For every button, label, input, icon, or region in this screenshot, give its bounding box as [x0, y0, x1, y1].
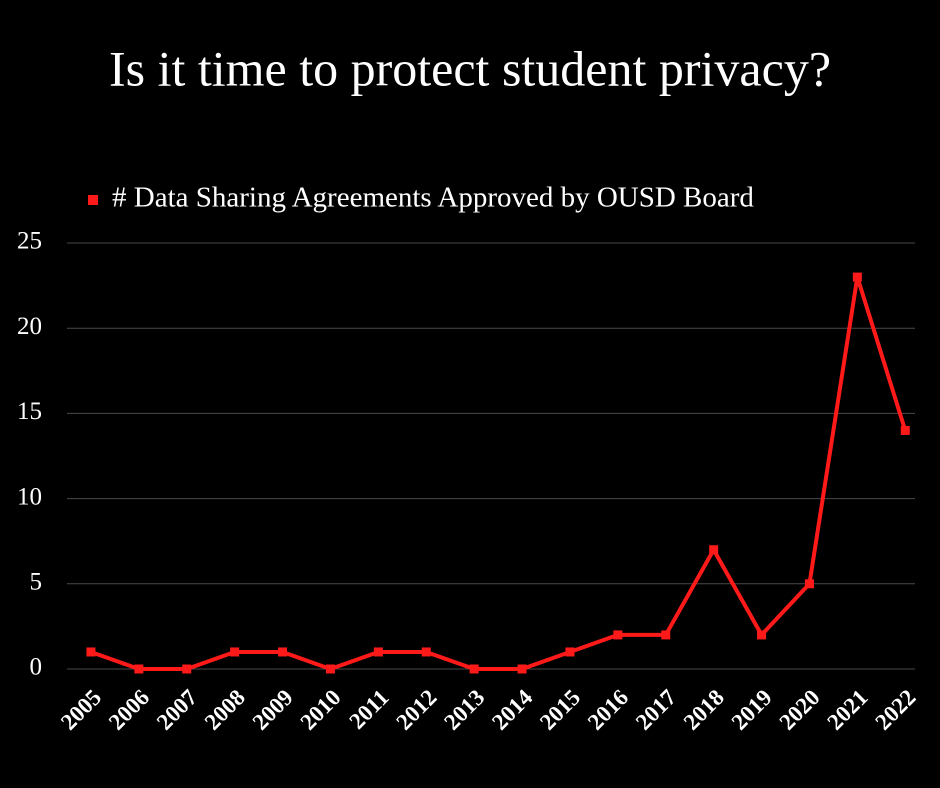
y-tick-label: 20 — [17, 313, 42, 340]
data-point — [182, 664, 192, 674]
data-point — [325, 664, 335, 674]
y-tick-label: 0 — [30, 654, 43, 681]
legend-label: # Data Sharing Agreements Approved by OU… — [112, 182, 754, 214]
data-point — [373, 647, 383, 657]
data-point — [469, 664, 479, 674]
data-line — [90, 275, 908, 671]
y-tick-label: 5 — [30, 569, 43, 596]
data-point — [804, 579, 814, 589]
data-point — [230, 647, 240, 657]
data-point — [517, 664, 527, 674]
data-point — [613, 630, 623, 640]
data-point — [757, 630, 767, 640]
legend-marker — [88, 195, 98, 205]
y-tick-label: 25 — [17, 228, 42, 255]
data-point — [86, 647, 96, 657]
y-tick-label: 15 — [17, 398, 42, 425]
data-point — [900, 425, 910, 435]
data-point — [565, 647, 575, 657]
chart-title: Is it time to protect student privacy? — [109, 40, 831, 96]
data-point — [278, 647, 288, 657]
data-point — [421, 647, 431, 657]
data-point — [134, 664, 144, 674]
y-tick-label: 10 — [17, 483, 42, 510]
data-point — [661, 630, 671, 640]
data-point — [709, 545, 719, 555]
data-point — [852, 272, 862, 282]
